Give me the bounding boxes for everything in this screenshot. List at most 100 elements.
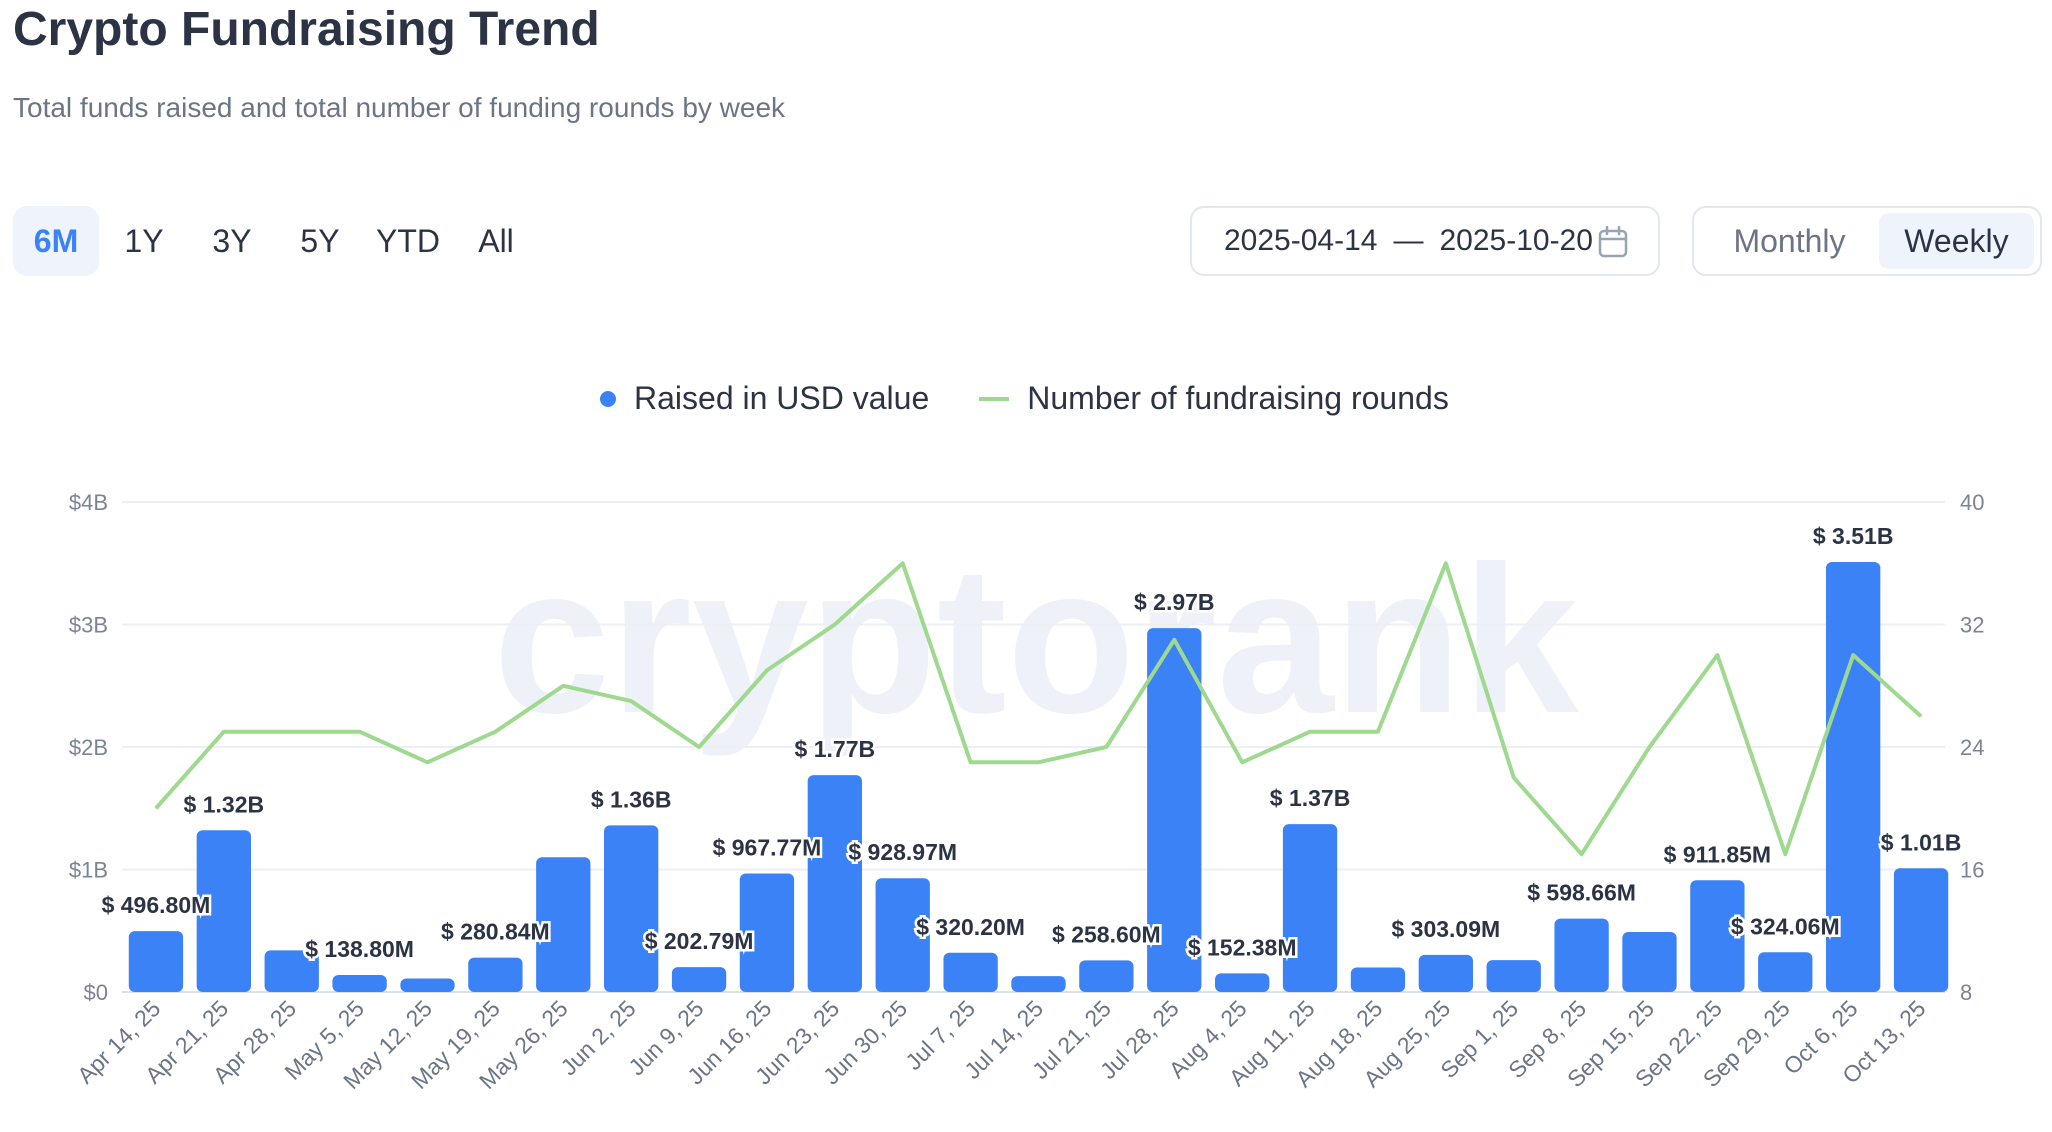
bar-value-label: $ 1.37B — [1270, 785, 1351, 811]
bar — [400, 978, 455, 992]
bar — [1282, 824, 1338, 992]
rounds-line — [154, 561, 1923, 857]
bar — [1486, 960, 1541, 992]
rounds-point — [697, 745, 702, 750]
y-right-tick-label: 24 — [1960, 735, 1984, 760]
bar — [875, 878, 930, 992]
y-left-tick-label: $0 — [84, 980, 108, 1005]
rounds-point — [1783, 852, 1788, 857]
range-selector: 6M 1Y 3Y 5Y YTD All — [13, 206, 541, 276]
bar — [1622, 931, 1677, 992]
bar — [1011, 976, 1066, 992]
bar — [128, 931, 184, 992]
bar-value-label: $ 911.85M — [1664, 841, 1771, 867]
rounds-point — [764, 668, 769, 673]
bar — [1147, 628, 1202, 992]
bar — [1079, 960, 1134, 992]
y-left-tick-label: $2B — [69, 735, 108, 760]
range-ytd-button[interactable]: YTD — [376, 222, 440, 259]
range-1y-button[interactable]: 1Y — [124, 222, 164, 259]
rounds-point — [1511, 775, 1516, 780]
bar-value-label: $ 202.79M — [645, 928, 754, 954]
rounds-point — [1579, 852, 1584, 857]
y-left-tick-label: $1B — [69, 858, 108, 883]
bar-value-label: $ 1.01B — [1881, 829, 1962, 855]
rounds-point — [1647, 745, 1652, 750]
bar-value-label: $ 303.09M — [1391, 916, 1500, 942]
bar-value-label: $ 1.77B — [795, 736, 876, 762]
rounds-point — [1375, 729, 1380, 734]
range-all-button[interactable]: All — [478, 222, 514, 259]
rounds-point — [1851, 653, 1856, 658]
page-title: Crypto Fundraising Trend — [13, 3, 600, 56]
date-separator: — — [1393, 224, 1424, 257]
bar — [739, 873, 795, 992]
range-5y-button[interactable]: 5Y — [300, 222, 340, 259]
bar — [604, 825, 659, 992]
bar-value-label: $ 3.51B — [1813, 523, 1894, 549]
rounds-point — [1240, 760, 1245, 765]
period-toggle: Monthly Weekly — [1692, 206, 2042, 276]
bar — [1350, 967, 1406, 992]
bar — [1893, 868, 1949, 992]
monthly-button[interactable]: Monthly — [1733, 222, 1846, 259]
rounds-point — [1036, 760, 1041, 765]
rounds-point — [1443, 561, 1448, 566]
date-end: 2025-10-20 — [1439, 224, 1593, 257]
page-subtitle: Total funds raised and total number of f… — [13, 92, 786, 123]
y-right-tick-label: 16 — [1960, 858, 1984, 883]
range-3y-button[interactable]: 3Y — [212, 222, 252, 259]
legend-line-label[interactable]: Number of fundraising rounds — [1027, 380, 1449, 416]
bar-value-label: $ 258.60M — [1052, 921, 1161, 947]
bar-value-label: $ 967.77M — [713, 834, 822, 860]
rounds-point — [1308, 729, 1313, 734]
rounds-point — [1172, 637, 1177, 642]
bar-value-label: $ 496.80M — [102, 892, 211, 918]
rounds-point — [289, 729, 294, 734]
bar — [1758, 952, 1813, 992]
bar — [671, 967, 727, 992]
bar — [196, 830, 251, 992]
bar-value-label: $ 1.32B — [184, 791, 265, 817]
rounds-point — [153, 806, 158, 811]
range-6m-button[interactable]: 6M — [13, 206, 99, 276]
rounds-point — [425, 760, 430, 765]
rounds-point — [493, 729, 498, 734]
y-right-tick-label: 32 — [1960, 613, 1984, 638]
legend-bar-label[interactable]: Raised in USD value — [634, 380, 930, 416]
date-range-picker[interactable]: 2025-04-14 — 2025-10-20 — [1190, 206, 1660, 276]
rounds-point — [832, 622, 837, 627]
rounds-point — [221, 729, 226, 734]
bar-value-label: $ 2.97B — [1134, 589, 1215, 615]
bar-value-label: $ 324.06M — [1731, 913, 1840, 939]
rounds-point — [629, 699, 634, 704]
bar-value-label: $ 280.84M — [441, 919, 550, 945]
bar — [943, 952, 998, 992]
bar — [468, 957, 523, 992]
y-left-tick-label: $3B — [69, 613, 108, 638]
date-start: 2025-04-14 — [1224, 224, 1378, 257]
y-right-tick-label: 40 — [1960, 490, 1984, 515]
bar — [1215, 973, 1270, 992]
bar-value-label: $ 320.20M — [916, 914, 1025, 940]
rounds-point — [1919, 714, 1924, 719]
bar — [1418, 954, 1473, 992]
watermark: cryptorank — [493, 522, 1579, 757]
rounds-point — [561, 683, 566, 688]
bar — [264, 950, 319, 992]
y-right-tick-label: 8 — [1960, 980, 1972, 1005]
bar — [536, 857, 591, 992]
rounds-point — [357, 729, 362, 734]
bar-value-label: $ 598.66M — [1527, 880, 1636, 906]
chart-legend: Raised in USD value Number of fundraisin… — [600, 380, 1449, 417]
weekly-button[interactable]: Weekly — [1878, 213, 2034, 269]
bar — [1554, 918, 1609, 992]
bar — [332, 974, 387, 992]
y-left-tick-label: $4B — [69, 490, 108, 515]
bar-value-label: $ 152.38M — [1188, 934, 1297, 960]
calendar-icon[interactable] — [1598, 226, 1628, 258]
bar — [1690, 880, 1745, 992]
bar — [807, 775, 862, 992]
